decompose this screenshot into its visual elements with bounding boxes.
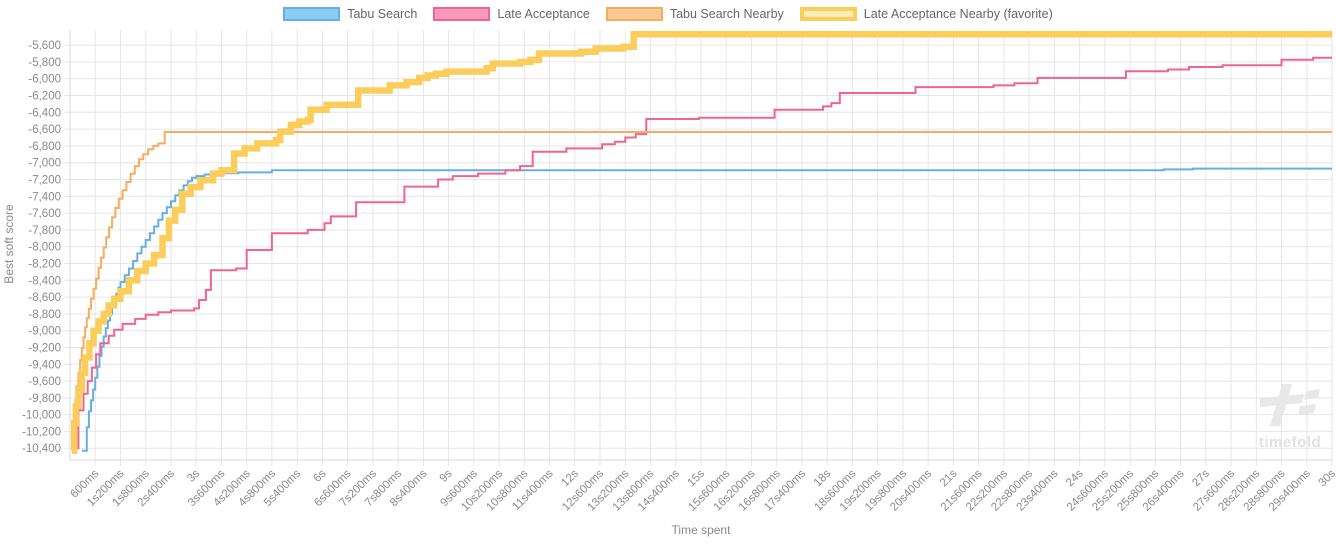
x-axis-title: Time spent: [671, 523, 731, 537]
legend-item-tabu-search[interactable]: Tabu Search: [283, 7, 417, 21]
y-tick-label: -8,000: [28, 242, 61, 254]
x-tick-label: 18s: [812, 467, 834, 489]
x-tick-label: 3s: [185, 467, 202, 484]
y-tick-label: -7,400: [28, 191, 61, 203]
y-tick-label: -5,800: [28, 57, 61, 69]
y-tick-label: -7,600: [28, 208, 61, 220]
series-line-late-acceptance-nearby-favorite: [70, 30, 1332, 455]
y-tick-label: -8,400: [28, 275, 61, 287]
y-axis-title: Best soft score: [2, 204, 16, 284]
y-tick-label: -9,200: [28, 343, 61, 355]
chart-legend: Tabu Search Late Acceptance Tabu Search Ne…: [0, 7, 1336, 21]
y-tick-label: -6,200: [28, 91, 61, 103]
series-line-late-acceptance: [74, 56, 1332, 450]
x-tick-label: 9s: [438, 467, 455, 484]
x-tick-label: 30s: [1317, 467, 1336, 489]
legend-swatch-late-acceptance: [433, 7, 491, 21]
legend-item-tabu-search-nearby[interactable]: Tabu Search Nearby: [605, 7, 784, 21]
legend-label: Tabu Search: [347, 7, 418, 21]
legend-swatch-tabu-search-nearby: [605, 7, 663, 21]
legend-label: Late Acceptance Nearby (favorite): [863, 7, 1053, 21]
x-tick-label: 15s: [686, 467, 708, 489]
y-tick-label: -8,600: [28, 292, 61, 304]
legend-label: Tabu Search Nearby: [669, 7, 784, 21]
x-tick-label: 6s: [311, 467, 328, 484]
y-tick-label: -5,600: [28, 40, 61, 52]
legend-item-late-acceptance[interactable]: Late Acceptance: [433, 7, 590, 21]
legend-label: Late Acceptance: [497, 7, 590, 21]
x-tick-label: 12s: [559, 467, 581, 489]
y-tick-label: -7,800: [28, 225, 61, 237]
y-tick-label: -7,200: [28, 175, 61, 187]
y-tick-label: -10,200: [22, 426, 61, 438]
series-line-tabu-search: [81, 167, 1332, 452]
y-tick-label: -9,800: [28, 393, 61, 405]
y-tick-label: -6,400: [28, 107, 61, 119]
x-tick-label: 21s: [938, 467, 960, 489]
y-tick-label: -9,400: [28, 359, 61, 371]
y-tick-label: -10,000: [22, 410, 61, 422]
y-tick-label: -7,000: [28, 158, 61, 170]
y-tick-label: -9,600: [28, 376, 61, 388]
legend-swatch-tabu-search: [283, 7, 341, 21]
y-tick-label: -6,800: [28, 141, 61, 153]
y-tick-label: -6,000: [28, 74, 61, 86]
y-tick-label: -6,600: [28, 124, 61, 136]
y-tick-label: -8,800: [28, 309, 61, 321]
legend-item-late-acceptance-nearby-favorite[interactable]: Late Acceptance Nearby (favorite): [799, 7, 1053, 21]
y-tick-label: -9,000: [28, 326, 61, 338]
y-tick-label: -10,400: [22, 443, 61, 455]
legend-swatch-late-acceptance-nearby-favorite: [799, 7, 857, 21]
x-tick-label: 27s: [1190, 467, 1212, 489]
y-tick-label: -8,200: [28, 259, 61, 271]
x-tick-label: 24s: [1064, 467, 1086, 489]
